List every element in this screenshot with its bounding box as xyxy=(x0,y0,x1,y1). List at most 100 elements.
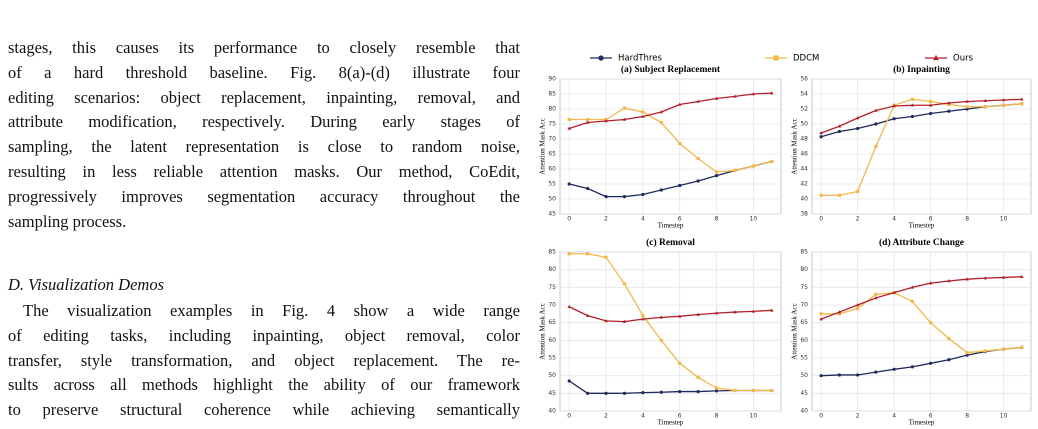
y-tick-label: 70 xyxy=(800,302,808,309)
x-tick-label: 0 xyxy=(819,413,823,420)
y-tick-label: 80 xyxy=(800,266,808,273)
marker xyxy=(696,375,700,380)
marker xyxy=(874,292,878,296)
marker xyxy=(1020,102,1024,106)
y-tick-label: 48 xyxy=(800,136,808,143)
marker xyxy=(567,379,571,383)
series-line xyxy=(820,276,1022,320)
series-line xyxy=(820,98,1022,134)
marker xyxy=(641,317,645,321)
marker xyxy=(714,389,719,393)
marker xyxy=(622,319,627,323)
y-tick-label: 70 xyxy=(548,136,556,143)
marker xyxy=(929,321,933,325)
marker xyxy=(678,141,682,146)
marker xyxy=(733,168,737,173)
x-tick-label: 0 xyxy=(819,216,823,223)
y-tick-label: 55 xyxy=(548,355,556,362)
marker xyxy=(910,299,914,304)
marker xyxy=(929,361,933,365)
series-line xyxy=(569,107,772,173)
marker xyxy=(641,110,645,114)
marker xyxy=(678,361,682,365)
chart-title: (a) Subject Replacement xyxy=(621,64,721,75)
marker xyxy=(910,103,915,107)
marker xyxy=(641,391,645,395)
marker xyxy=(751,388,755,393)
marker xyxy=(1020,274,1024,279)
series-line xyxy=(569,253,772,392)
marker xyxy=(819,135,823,139)
section-heading: D. Visualization Demos xyxy=(8,275,164,294)
marker xyxy=(751,164,755,168)
series-line xyxy=(568,306,772,323)
y-axis-label: Attention Mask Acc xyxy=(791,118,799,174)
x-tick-label: 6 xyxy=(678,413,682,420)
y-tick-label: 54 xyxy=(800,91,808,98)
marker xyxy=(856,373,860,377)
marker xyxy=(874,144,878,149)
text-line: transfer, style transformation, and obje… xyxy=(8,350,520,370)
marker xyxy=(696,156,700,161)
marker xyxy=(622,106,627,110)
marker xyxy=(1001,275,1006,279)
marker xyxy=(837,373,841,377)
marker xyxy=(892,367,896,371)
y-tick-label: 75 xyxy=(800,284,808,291)
marker xyxy=(586,252,590,256)
marker xyxy=(910,114,914,119)
marker xyxy=(856,306,860,311)
marker xyxy=(641,114,645,118)
marker xyxy=(659,338,663,342)
legend-marker xyxy=(598,55,604,61)
marker xyxy=(604,119,608,123)
x-tick-label: 4 xyxy=(641,413,645,420)
marker xyxy=(1002,347,1006,351)
y-tick-label: 85 xyxy=(800,249,808,256)
marker xyxy=(947,109,951,113)
marker xyxy=(567,304,571,309)
y-tick-label: 50 xyxy=(548,372,556,379)
x-tick-label: 8 xyxy=(965,413,969,420)
x-tick-label: 2 xyxy=(604,413,608,420)
y-tick-label: 38 xyxy=(800,211,808,218)
marker xyxy=(1020,345,1024,349)
y-tick-label: 65 xyxy=(800,319,808,326)
y-tick-label: 85 xyxy=(548,249,556,256)
x-tick-label: 2 xyxy=(856,216,860,223)
marker xyxy=(819,312,823,316)
marker xyxy=(696,179,700,183)
marker xyxy=(770,159,774,164)
y-axis-label: Attention Mask Acc xyxy=(791,303,799,359)
marker xyxy=(604,391,608,395)
y-tick-label: 42 xyxy=(800,181,808,188)
y-tick-label: 70 xyxy=(548,302,556,309)
marker xyxy=(837,310,842,314)
marker xyxy=(733,94,737,98)
marker xyxy=(770,91,774,95)
marker xyxy=(947,102,951,107)
marker xyxy=(910,97,914,101)
marker xyxy=(585,313,590,317)
legend-label: DDCM xyxy=(793,54,819,64)
marker xyxy=(856,126,860,131)
marker xyxy=(622,282,627,286)
marker xyxy=(770,308,774,312)
x-tick-label: 8 xyxy=(965,216,969,223)
x-axis-label: Timestep xyxy=(909,222,935,230)
legend-marker xyxy=(773,55,779,61)
marker xyxy=(965,99,969,103)
x-tick-label: 4 xyxy=(892,216,896,223)
marker xyxy=(928,103,933,107)
marker xyxy=(947,358,951,362)
marker xyxy=(677,314,682,318)
series-line xyxy=(821,98,1022,196)
y-tick-label: 65 xyxy=(548,151,556,158)
marker xyxy=(586,391,590,395)
y-tick-label: 55 xyxy=(800,355,808,362)
y-tick-label: 56 xyxy=(800,76,808,83)
marker xyxy=(819,131,823,135)
marker xyxy=(622,195,627,199)
marker xyxy=(604,195,608,199)
